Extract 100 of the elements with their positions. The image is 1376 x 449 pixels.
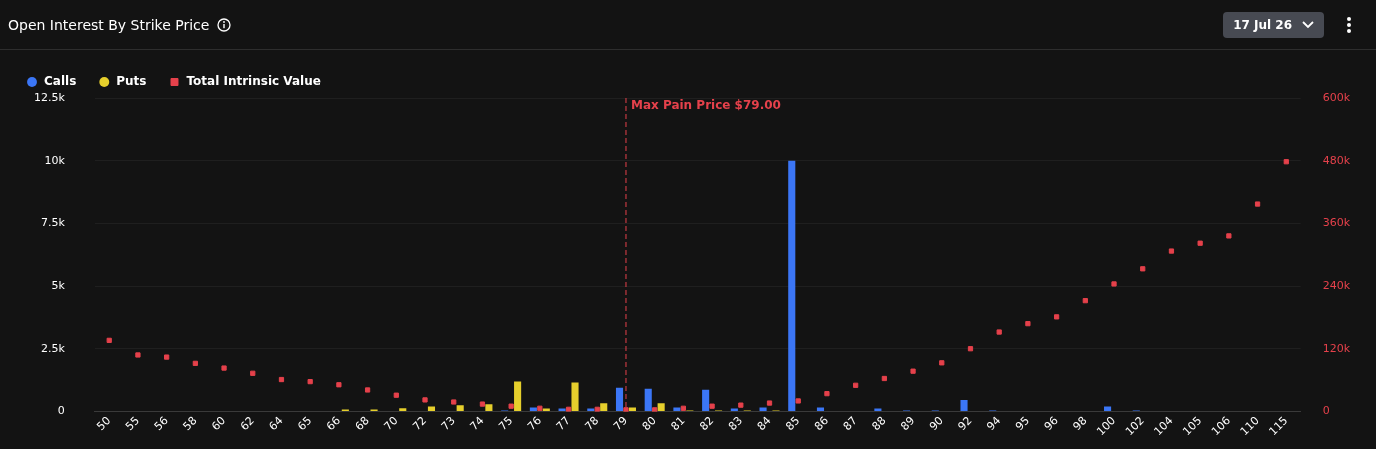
x-tick-label: 83	[725, 414, 745, 434]
legend-label: Total Intrinsic Value	[186, 74, 321, 89]
x-tick-label: 64	[266, 414, 286, 434]
point	[537, 405, 543, 411]
point	[1082, 298, 1088, 304]
y2-tick-label: 240k	[1322, 278, 1351, 292]
text: 17 Jul 26	[1233, 17, 1292, 32]
x-tick-label: 79	[611, 414, 631, 434]
y2-tick-label: 360k	[1322, 216, 1351, 230]
y2-tick-label: 120k	[1322, 341, 1351, 355]
point	[738, 402, 744, 408]
bar	[730, 408, 738, 411]
x-tick-label: 94	[984, 414, 1004, 434]
x-tick-label: 96	[1041, 414, 1061, 434]
point	[939, 360, 945, 366]
bar	[816, 407, 825, 411]
point	[709, 403, 715, 409]
point	[795, 398, 801, 404]
x-tick-label: 66	[323, 414, 344, 434]
y-tick-label: 5k	[51, 278, 66, 292]
bar	[702, 389, 710, 411]
x-tick-label: 60	[209, 414, 229, 434]
x-tick-label: 90	[926, 414, 946, 434]
x-tick-label: 62	[237, 414, 257, 434]
point	[594, 406, 600, 412]
bar	[615, 387, 624, 411]
x-tick-label: 56	[151, 414, 171, 434]
bar	[657, 403, 665, 411]
bar	[644, 388, 652, 411]
y-tick-label: 10k	[44, 153, 66, 167]
x-tick-label: 110	[1237, 414, 1262, 439]
bar	[427, 406, 436, 411]
point	[1111, 281, 1117, 287]
x-tick-label: 104	[1151, 414, 1176, 439]
point	[479, 401, 486, 407]
point	[623, 407, 629, 412]
point	[1168, 248, 1175, 254]
x-tick-label: 81	[668, 414, 688, 434]
x-tick-label: 78	[582, 414, 602, 434]
point	[996, 329, 1002, 335]
y2-tick-label: 600k	[1322, 90, 1351, 104]
point	[508, 403, 514, 409]
point	[364, 387, 371, 393]
point	[967, 346, 974, 352]
x-tick-label: 75	[496, 414, 516, 434]
point	[652, 407, 658, 412]
x-tick-label: 76	[524, 414, 544, 434]
bar	[456, 405, 464, 411]
point	[106, 337, 112, 343]
x-tick-label: 73	[438, 414, 458, 434]
bar	[673, 407, 681, 411]
point	[135, 352, 141, 358]
x-tick-label: 95	[1012, 414, 1033, 434]
bar	[788, 160, 796, 411]
x-tick-label: 55	[122, 414, 143, 434]
y-tick-label: 12.5k	[33, 90, 66, 104]
x-tick-label: 87	[840, 414, 860, 434]
bar	[628, 407, 636, 411]
point	[307, 379, 313, 385]
x-tick-label: 65	[295, 414, 315, 434]
y-tick-label: 0	[57, 404, 65, 418]
point	[1140, 266, 1146, 272]
bar	[485, 404, 493, 411]
x-tick-label: 89	[898, 414, 918, 434]
y-tick-label: 7.5k	[40, 216, 66, 230]
point	[1197, 240, 1203, 246]
point	[881, 375, 887, 382]
y2-tick-label: 480k	[1322, 153, 1351, 167]
bar	[514, 381, 522, 411]
point	[192, 360, 198, 366]
x-tick-label: 80	[639, 414, 659, 434]
x-tick-label: 88	[869, 414, 889, 434]
point	[221, 365, 227, 371]
x-tick-label: 82	[697, 414, 717, 434]
bar	[1104, 406, 1112, 411]
point	[1283, 159, 1289, 165]
x-tick-label: 84	[754, 414, 774, 434]
chart-title: Open Interest By Strike Price	[8, 16, 210, 33]
ref-line-label: Max Pain Price $79.00	[630, 98, 781, 113]
point	[824, 391, 830, 397]
bar	[874, 408, 882, 411]
point	[422, 397, 428, 403]
point	[1053, 314, 1060, 320]
x-tick-label: 72	[410, 414, 430, 434]
point	[278, 376, 285, 383]
bar	[759, 407, 767, 411]
x-tick-label: 50	[94, 414, 114, 434]
bar	[960, 400, 968, 411]
y-tick-label: 2.5k	[40, 341, 66, 355]
bar	[399, 408, 407, 411]
x-tick-label: 98	[1070, 414, 1090, 434]
x-tick-label: 85	[783, 414, 803, 434]
bar	[558, 408, 566, 411]
point	[853, 382, 859, 388]
point	[393, 392, 399, 398]
legend-label: Calls	[44, 74, 77, 89]
point	[250, 370, 256, 376]
point	[680, 405, 687, 411]
point	[336, 382, 342, 388]
point	[910, 368, 916, 374]
